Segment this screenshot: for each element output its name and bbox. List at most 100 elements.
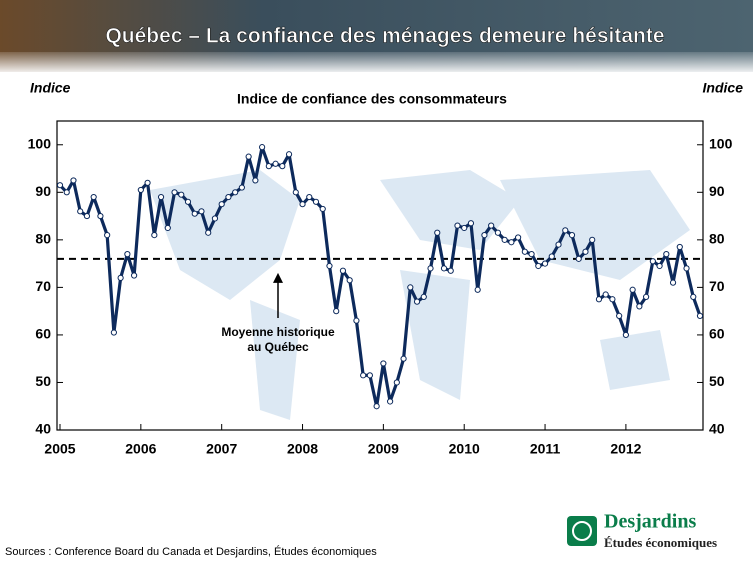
- data-point: [354, 318, 359, 323]
- x-tick-label: 2011: [530, 441, 561, 457]
- data-point: [118, 275, 123, 280]
- logo-icon: [567, 516, 597, 546]
- data-point: [630, 287, 635, 292]
- data-point: [293, 190, 298, 195]
- data-point: [273, 161, 278, 166]
- y2-tick-label: 80: [709, 231, 725, 247]
- source-note: Sources : Conference Board du Canada et …: [5, 545, 377, 558]
- data-point: [145, 180, 150, 185]
- data-point: [172, 190, 177, 195]
- x-tick-label: 2005: [44, 441, 75, 457]
- y2-tick-label: 100: [709, 135, 733, 151]
- data-point: [462, 225, 467, 230]
- data-point: [179, 192, 184, 197]
- data-point: [522, 249, 527, 254]
- data-point: [401, 356, 406, 361]
- y-tick-label: 40: [35, 421, 51, 437]
- data-point: [334, 309, 339, 314]
- data-point: [556, 242, 561, 247]
- data-point: [300, 202, 305, 207]
- data-point: [414, 299, 419, 304]
- data-point: [367, 373, 372, 378]
- x-tick-label: 2009: [368, 441, 399, 457]
- data-point: [623, 332, 628, 337]
- data-point: [219, 202, 224, 207]
- data-point: [691, 294, 696, 299]
- y2-axis-label: Indice: [703, 80, 744, 96]
- data-point: [125, 252, 130, 257]
- data-point: [644, 294, 649, 299]
- data-point: [394, 380, 399, 385]
- data-point: [509, 240, 514, 245]
- brand-name: Desjardins: [604, 511, 696, 533]
- data-point: [91, 194, 96, 199]
- data-point: [610, 297, 615, 302]
- y2-tick-label: 70: [709, 278, 725, 294]
- data-point: [111, 330, 116, 335]
- data-point: [212, 216, 217, 221]
- data-point: [199, 209, 204, 214]
- data-point: [596, 297, 601, 302]
- data-point: [239, 185, 244, 190]
- data-point: [64, 190, 69, 195]
- data-point: [563, 228, 568, 233]
- data-point: [327, 263, 332, 268]
- data-point: [590, 237, 595, 242]
- data-point: [280, 164, 285, 169]
- data-point: [441, 266, 446, 271]
- data-point: [226, 194, 231, 199]
- data-point: [421, 294, 426, 299]
- data-point: [192, 211, 197, 216]
- data-point: [684, 266, 689, 271]
- data-point: [165, 225, 170, 230]
- y-tick-label: 50: [35, 373, 51, 389]
- data-point: [84, 213, 89, 218]
- data-point: [657, 263, 662, 268]
- data-point: [152, 232, 157, 237]
- slide-title: Québec – La confiance des ménages demeur…: [105, 25, 664, 48]
- data-point: [468, 221, 473, 226]
- data-point: [233, 190, 238, 195]
- data-point: [185, 199, 190, 204]
- data-point: [576, 256, 581, 261]
- data-point: [340, 268, 345, 273]
- data-point: [57, 183, 62, 188]
- data-point: [502, 237, 507, 242]
- x-tick-label: 2007: [206, 441, 237, 457]
- brand-subtitle: Études économiques: [604, 535, 717, 550]
- data-point: [516, 235, 521, 240]
- data-point: [583, 249, 588, 254]
- data-point: [132, 273, 137, 278]
- data-point: [482, 232, 487, 237]
- data-point: [286, 152, 291, 157]
- chart-title: Indice de confiance des consommateurs: [237, 91, 507, 107]
- data-point: [448, 268, 453, 273]
- data-point: [78, 209, 83, 214]
- data-point: [361, 373, 366, 378]
- data-point: [569, 232, 574, 237]
- data-point: [435, 230, 440, 235]
- data-point: [347, 278, 352, 283]
- data-point: [670, 280, 675, 285]
- y2-tick-label: 40: [709, 421, 725, 437]
- y2-tick-label: 50: [709, 373, 725, 389]
- data-point: [105, 232, 110, 237]
- y-axis-label: Indice: [30, 80, 71, 96]
- x-tick-label: 2008: [287, 441, 318, 457]
- data-point: [650, 259, 655, 264]
- data-point: [408, 285, 413, 290]
- x-tick-label: 2012: [610, 441, 641, 457]
- data-point: [664, 252, 669, 257]
- data-point: [475, 287, 480, 292]
- data-point: [158, 194, 163, 199]
- data-point: [455, 223, 460, 228]
- data-point: [266, 164, 271, 169]
- data-point: [320, 206, 325, 211]
- y-tick-label: 60: [35, 326, 51, 342]
- y2-tick-label: 60: [709, 326, 725, 342]
- header-fade: [0, 52, 753, 72]
- y-tick-label: 70: [35, 278, 51, 294]
- data-point: [697, 313, 702, 318]
- data-point: [381, 361, 386, 366]
- data-point: [253, 178, 258, 183]
